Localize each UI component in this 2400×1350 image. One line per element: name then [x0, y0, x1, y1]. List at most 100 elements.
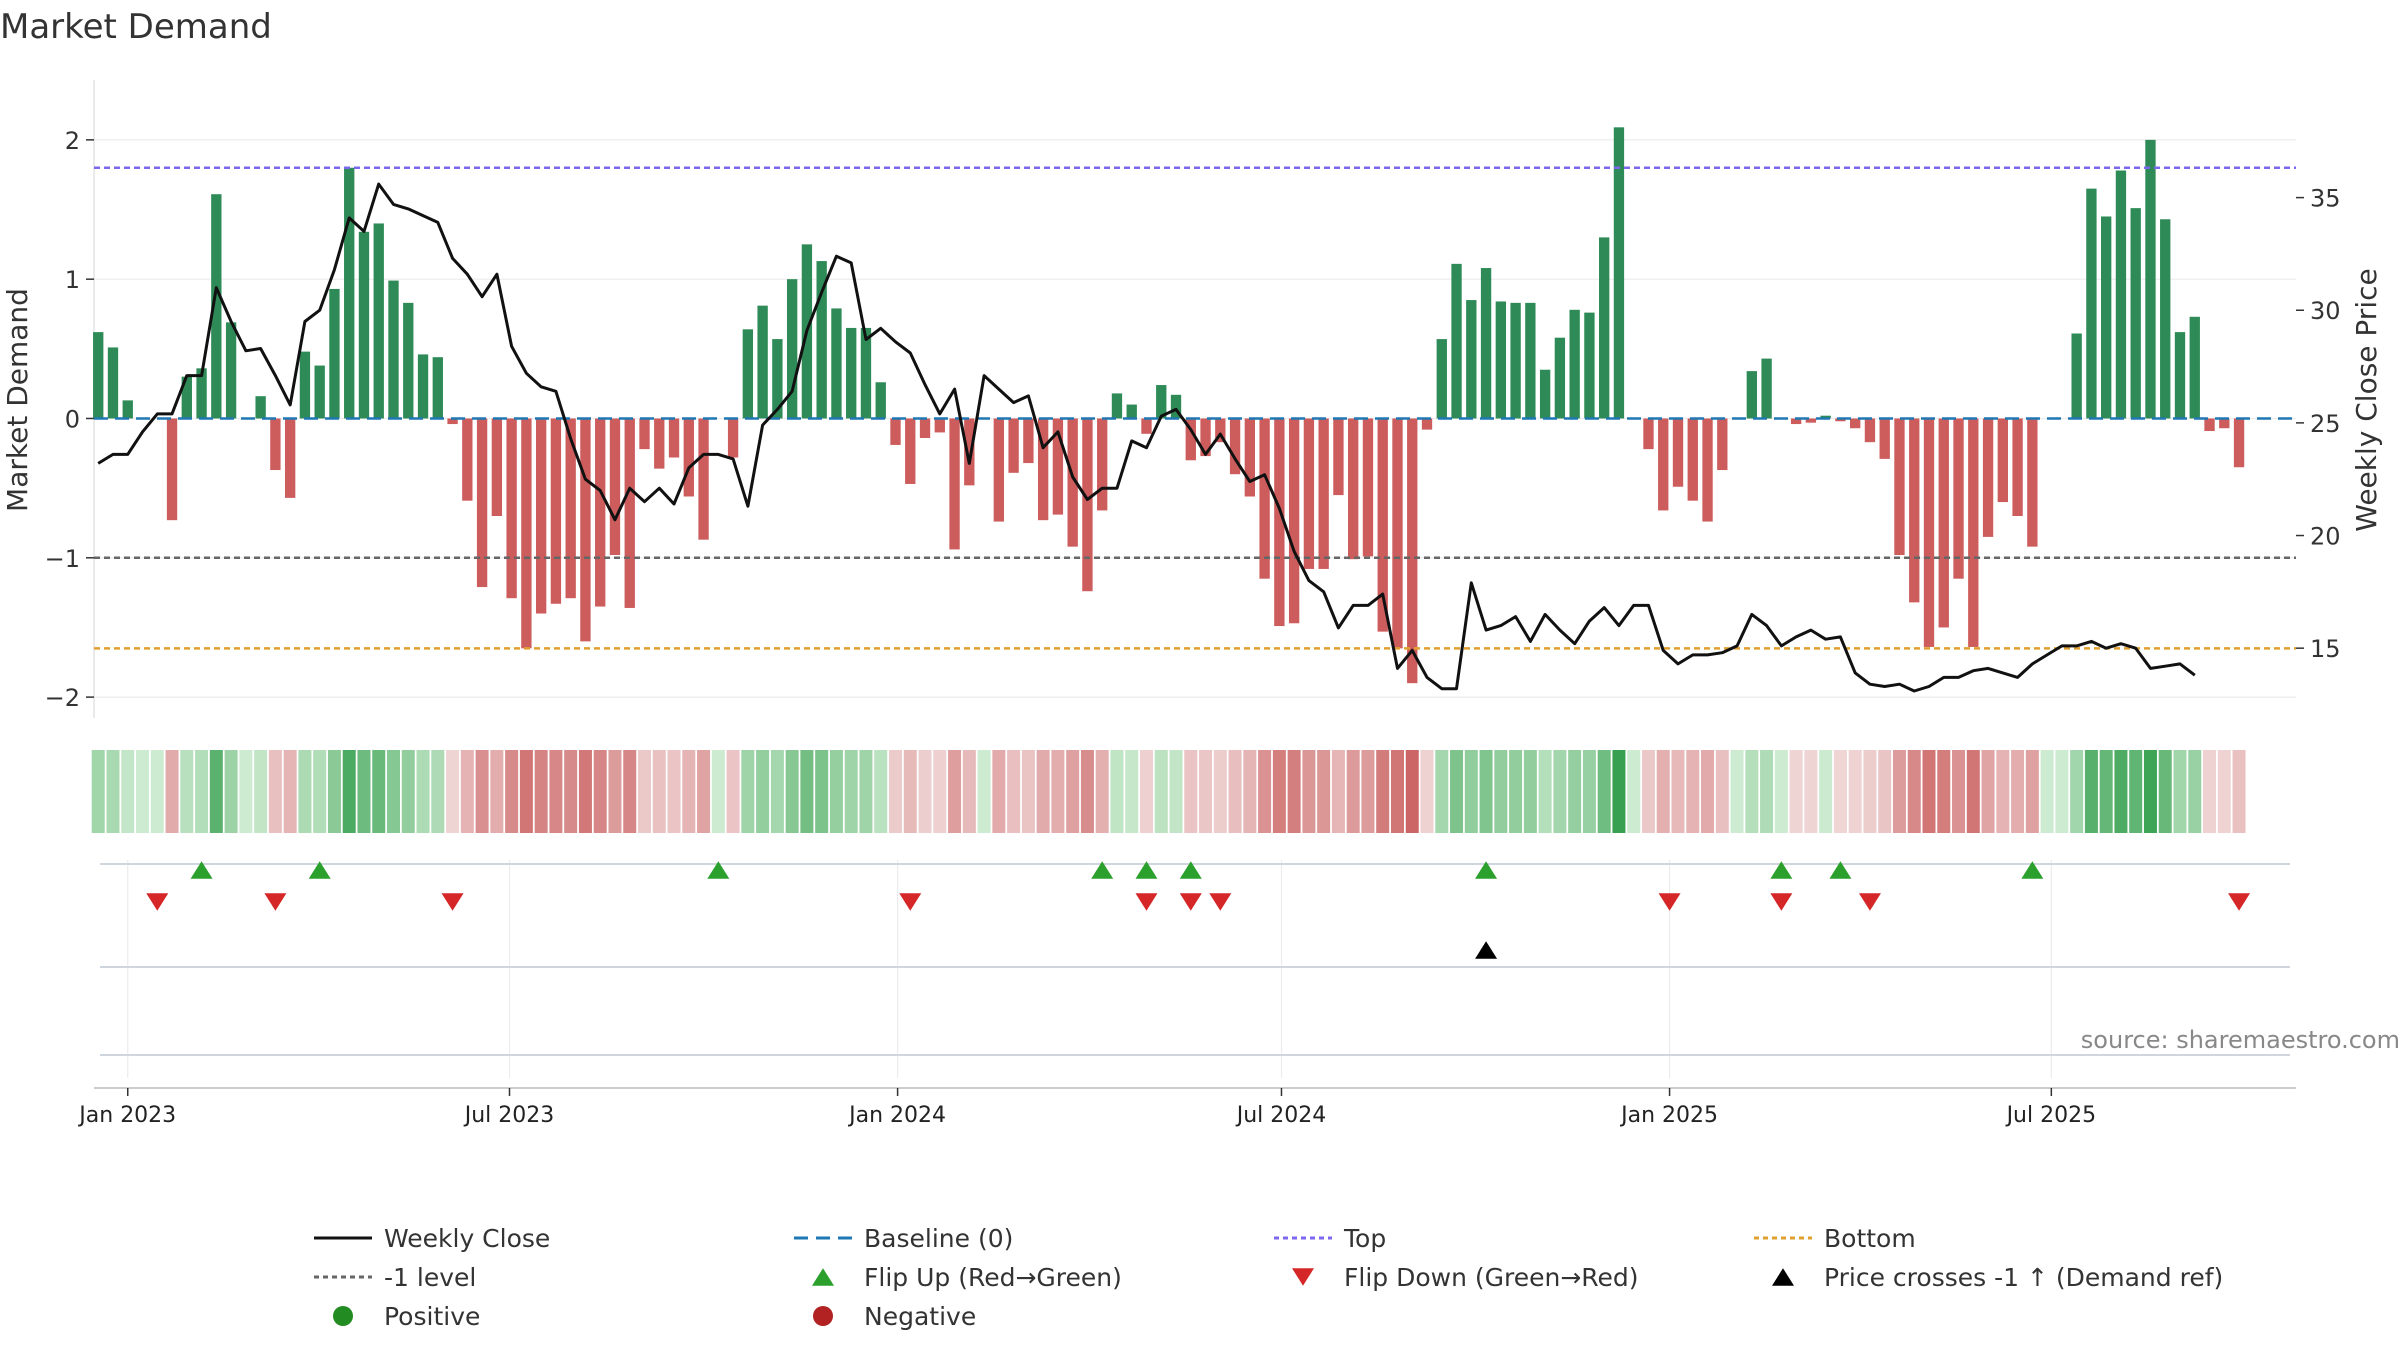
heat-cell: [180, 750, 194, 833]
heat-cell: [711, 750, 725, 833]
heat-cell: [1819, 750, 1833, 833]
demand-bar: [1525, 302, 1536, 419]
heat-cell: [1627, 750, 1641, 833]
weekly-close-layer: [97, 182, 2196, 693]
heat-cell: [697, 750, 711, 833]
flip-up-marker: [1829, 861, 1852, 879]
heat-cell: [1331, 750, 1345, 833]
demand-bar: [314, 365, 325, 419]
heat-cell: [1464, 750, 1478, 833]
demand-bar: [683, 418, 694, 497]
heat-cell: [254, 750, 268, 833]
heat-cell: [446, 750, 460, 833]
demand-bar: [432, 357, 443, 419]
demand-bar: [860, 327, 872, 419]
heat-cell: [1686, 750, 1700, 833]
demand-bar: [1879, 418, 1890, 459]
heat-cell: [136, 750, 150, 833]
x-tick-label: Jul 2025: [2005, 1103, 2097, 1128]
flip-up-marker: [1135, 861, 1158, 879]
demand-bar: [329, 288, 340, 419]
demand-bar: [1229, 418, 1241, 475]
demand-bar: [255, 396, 266, 419]
demand-bar: [506, 418, 517, 599]
flip-up-marker: [707, 861, 730, 879]
demand-bar: [1244, 418, 1256, 497]
flip-down-marker: [1658, 893, 1681, 911]
demand-bar: [1805, 418, 1817, 423]
heat-cell: [1213, 750, 1227, 833]
heat-cell: [1184, 750, 1198, 833]
heat-cell: [1258, 750, 1272, 833]
heat-cell: [431, 750, 445, 833]
heat-cell: [741, 750, 755, 833]
heat-cell: [992, 750, 1006, 833]
heat-cell: [1199, 750, 1213, 833]
y2-tick-label: 15: [2310, 635, 2341, 663]
demand-bar: [595, 418, 606, 607]
demand-bar: [2012, 418, 2023, 516]
demand-bar: [654, 418, 665, 469]
demand-bar: [1333, 418, 1344, 496]
legend-label: Bottom: [1824, 1224, 1916, 1253]
heat-cell: [1169, 750, 1183, 833]
legend-label: Top: [1343, 1224, 1386, 1253]
heat-cell: [1523, 750, 1537, 833]
legend-swatch: [333, 1306, 353, 1326]
demand-bar: [1717, 418, 1728, 471]
heat-cell: [327, 750, 341, 833]
demand-bar: [949, 418, 960, 550]
demand-bar: [1613, 127, 1625, 419]
legend-swatch: [812, 1268, 834, 1286]
demand-bar: [181, 376, 192, 419]
x-tick-label: Jan 2025: [1619, 1103, 1718, 1128]
heat-cell: [1154, 750, 1168, 833]
legend-label: Flip Up (Red→Green): [864, 1263, 1122, 1292]
chart-title: Market Demand: [0, 7, 272, 47]
heat-cell: [874, 750, 888, 833]
legend-swatch: [1292, 1268, 1314, 1286]
heat-cell: [534, 750, 548, 833]
reference-lines: [94, 166, 2296, 650]
heat-cell: [165, 750, 179, 833]
demand-bar: [107, 347, 119, 419]
heat-cell: [1922, 750, 1936, 833]
flip-down-marker: [441, 893, 464, 911]
demand-bar: [1348, 418, 1359, 560]
heat-cell: [1243, 750, 1257, 833]
heat-cell: [121, 750, 135, 833]
demand-bar: [565, 418, 576, 599]
demand-bar: [1820, 415, 1831, 419]
demand-bar: [299, 351, 311, 419]
demand-bar: [919, 418, 931, 438]
legend-label: Negative: [864, 1302, 976, 1331]
demand-bar: [344, 167, 355, 419]
y-tick-label: 0: [65, 405, 80, 433]
heat-cell: [770, 750, 784, 833]
demand-bar: [1200, 418, 1211, 457]
demand-bar: [122, 400, 133, 419]
demand-bar: [550, 418, 562, 604]
heat-cell: [800, 750, 814, 833]
heat-cell: [1745, 750, 1759, 833]
heat-cell: [1568, 750, 1582, 833]
demand-bar: [521, 418, 532, 649]
heat-cell: [357, 750, 371, 833]
heat-cell: [608, 750, 622, 833]
heat-cell: [1952, 750, 1966, 833]
legend-swatch: [813, 1306, 833, 1326]
heat-cell: [1051, 750, 1065, 833]
demand-bar: [2233, 418, 2245, 468]
axes: Market Demand Weekly Close Price 2 1 0 −1 −2…: [1, 127, 2383, 1128]
demand-bar: [93, 332, 104, 419]
x-tick-label: Jul 2023: [463, 1103, 555, 1128]
heat-cell: [1582, 750, 1596, 833]
demand-bar: [1023, 418, 1034, 464]
heat-cell: [1833, 750, 1847, 833]
flip-up-marker: [308, 861, 331, 879]
demand-bar: [580, 418, 591, 642]
heat-cell: [829, 750, 843, 833]
y-tick-label: 2: [65, 127, 80, 155]
demand-bar: [639, 418, 650, 450]
heat-cell: [2188, 750, 2202, 833]
